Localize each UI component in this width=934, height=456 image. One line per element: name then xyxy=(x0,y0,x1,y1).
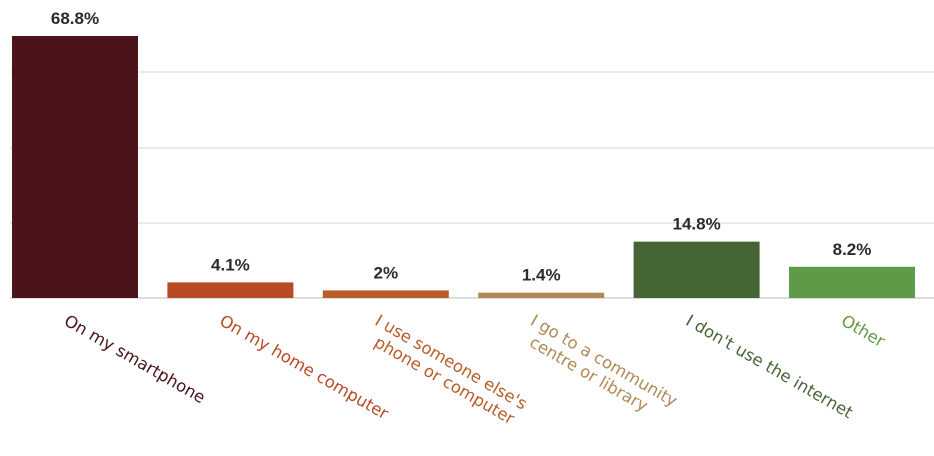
value-label-3: 1.4% xyxy=(522,266,561,285)
category-label-0: On my smartphone xyxy=(61,311,209,407)
category-label-4: I don't use the internet xyxy=(683,311,857,422)
value-label-2: 2% xyxy=(374,263,399,282)
bar-3 xyxy=(478,292,605,298)
value-label-4: 14.8% xyxy=(672,215,720,234)
bar-1 xyxy=(167,282,294,298)
bar-4 xyxy=(633,241,760,298)
bar-5 xyxy=(789,266,915,298)
category-label-5-line-0: Other xyxy=(838,311,888,351)
value-label-0: 68.8% xyxy=(51,9,99,28)
category-label-4-line-0: I don't use the internet xyxy=(683,311,857,422)
value-label-1: 4.1% xyxy=(211,255,250,274)
category-label-1-line-0: On my home computer xyxy=(216,311,391,423)
bar-2 xyxy=(322,290,449,298)
category-label-3: I go to a communitycentre or library xyxy=(518,311,681,427)
value-label-5: 8.2% xyxy=(833,240,872,259)
bar-0 xyxy=(12,36,138,298)
category-label-1: On my home computer xyxy=(216,311,391,423)
category-label-0-line-0: On my smartphone xyxy=(61,311,209,407)
category-label-5: Other xyxy=(838,311,888,351)
